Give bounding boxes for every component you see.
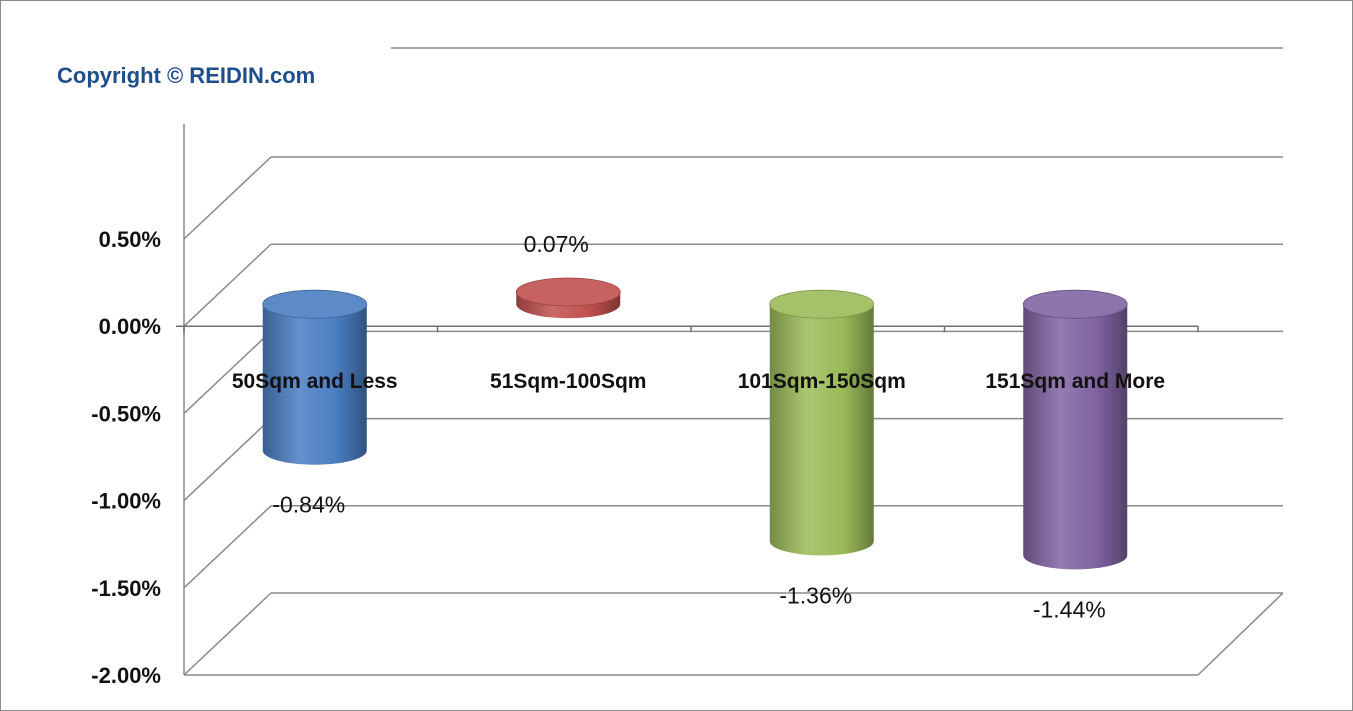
bar-body [262,304,367,465]
y-tick-label: 0.50% [99,227,161,252]
bar-top-cap [262,289,368,319]
category-label: 151Sqm and More [985,370,1165,393]
y-tick-label: -2.00% [91,663,161,688]
data-label: 0.07% [524,231,589,257]
data-label: -0.84% [272,492,345,518]
bar-top-cap [515,277,621,307]
bar-1 [262,289,368,465]
floor-plane [184,593,1283,675]
bar-3 [769,289,875,556]
wall-diagonal [183,505,272,589]
wall-diagonal [183,592,272,676]
data-label: -1.44% [1033,596,1106,622]
category-label: 50Sqm and Less [232,370,398,393]
bar-body [1023,304,1128,570]
floor-right-edge [1197,592,1284,676]
bar-4 [1022,289,1128,570]
bar-top-cap [1022,289,1128,319]
y-tick-label: -1.50% [91,576,161,601]
bar-top-cap [769,289,875,319]
wall-diagonal [183,156,272,240]
data-label: -1.36% [779,582,852,608]
copyright-text: Copyright © REIDIN.com [57,63,315,88]
wall-diagonal [183,330,272,414]
category-label: 101Sqm-150Sqm [738,370,906,393]
y-tick-label: 0.00% [99,314,161,339]
y-tick-label: -0.50% [91,401,161,426]
wall-diagonal [183,243,272,327]
bar-body [769,304,874,556]
category-label: 51Sqm-100Sqm [490,370,646,393]
bar-layer [262,277,1128,570]
axis-layer: 0.50% 0.00% -0.50% -1.00% -1.50% -2.00% [91,124,1199,688]
wall-diagonal [183,418,272,502]
y-tick-label: -1.00% [91,489,161,514]
label-layer: -0.84% 50Sqm and Less 0.07% 51Sqm-100Sqm -1.… [232,231,1165,622]
bar-2 [515,277,621,319]
